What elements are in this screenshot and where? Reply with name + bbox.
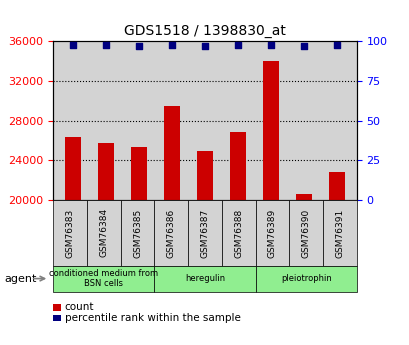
Text: pleiotrophin: pleiotrophin: [280, 274, 331, 283]
Point: [300, 43, 306, 49]
Point: [135, 43, 142, 49]
Text: GSM76389: GSM76389: [267, 208, 276, 257]
Text: heregulin: heregulin: [184, 274, 225, 283]
Text: GSM76386: GSM76386: [166, 208, 175, 257]
Bar: [65, 137, 81, 200]
Text: GDS1518 / 1398830_at: GDS1518 / 1398830_at: [124, 24, 285, 38]
Bar: [196, 150, 213, 200]
Bar: [229, 132, 246, 200]
Text: agent: agent: [4, 274, 36, 284]
Bar: [262, 61, 279, 200]
Point: [333, 42, 339, 47]
Bar: [295, 194, 311, 200]
Point: [103, 42, 109, 47]
Text: count: count: [65, 303, 94, 312]
Bar: [328, 172, 344, 200]
Text: conditioned medium from
BSN cells: conditioned medium from BSN cells: [49, 269, 158, 288]
Text: GSM76383: GSM76383: [65, 208, 74, 257]
Text: GSM76384: GSM76384: [99, 208, 108, 257]
Text: GSM76391: GSM76391: [335, 208, 344, 257]
Text: GSM76388: GSM76388: [234, 208, 243, 257]
Point: [70, 42, 76, 47]
Point: [234, 42, 240, 47]
Point: [201, 43, 208, 49]
Point: [267, 42, 274, 47]
Text: GSM76390: GSM76390: [301, 208, 310, 257]
Bar: [98, 142, 114, 200]
Bar: [130, 147, 147, 200]
Bar: [163, 106, 180, 200]
Text: GSM76387: GSM76387: [200, 208, 209, 257]
Text: GSM76385: GSM76385: [133, 208, 142, 257]
Text: percentile rank within the sample: percentile rank within the sample: [65, 313, 240, 323]
Point: [169, 42, 175, 47]
